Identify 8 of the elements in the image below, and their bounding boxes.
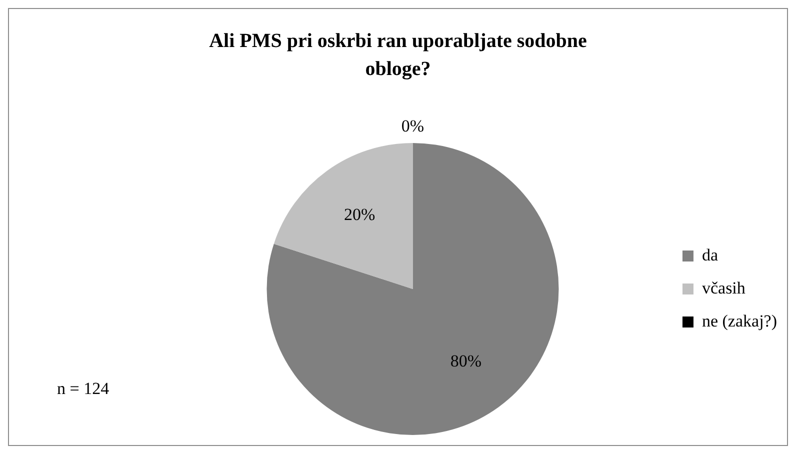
legend-label: ne (zakaj?) [702, 311, 778, 330]
data-label: 20% [344, 205, 376, 224]
text: 0% [401, 116, 424, 136]
legend-label: da [702, 245, 718, 264]
data-label: 80% [450, 352, 482, 371]
text: n = 124 [57, 379, 110, 399]
chart-title: Ali PMS pri oskrbi ran uporabljate sodobne obloge? [208, 29, 588, 82]
legend-label: včasih [702, 278, 746, 298]
